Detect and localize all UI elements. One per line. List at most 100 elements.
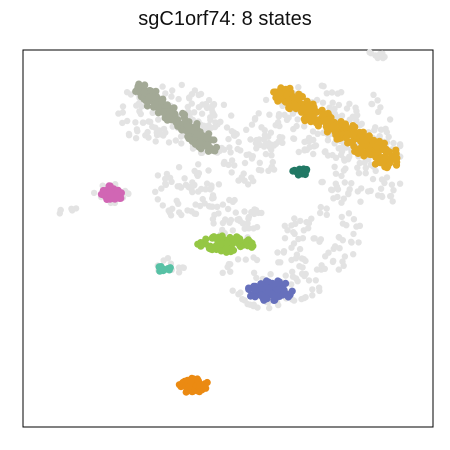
background-cell-point — [323, 211, 330, 218]
background-cell-point — [207, 116, 214, 124]
background-cell-point — [308, 215, 315, 222]
background-cell-point — [275, 113, 282, 120]
background-cell-point — [300, 227, 307, 234]
state-point — [245, 284, 253, 292]
background-cell-point — [337, 151, 345, 159]
state-point — [149, 93, 157, 102]
background-cell-point — [370, 91, 377, 99]
background-cell-point — [258, 167, 265, 174]
background-cell-point — [297, 217, 304, 225]
background-cell-point — [364, 188, 372, 195]
state-point — [324, 109, 332, 117]
background-cell-point — [227, 216, 235, 224]
background-cell-point — [229, 198, 237, 205]
background-cell-point — [316, 287, 323, 295]
background-cell-point — [310, 150, 317, 158]
state-point — [192, 123, 200, 131]
background-cell-point — [149, 123, 156, 130]
background-cell-point — [205, 167, 212, 174]
background-cell-point — [208, 182, 215, 189]
background-cell-point — [144, 128, 151, 136]
background-cell-point — [381, 179, 388, 187]
state-point — [251, 282, 259, 290]
background-cell-point — [159, 202, 166, 209]
background-cell-point — [195, 161, 202, 168]
background-cell-point — [266, 111, 273, 118]
state-point — [299, 104, 307, 112]
background-cell-point — [253, 256, 261, 264]
state-point — [140, 88, 148, 96]
background-cell-point — [356, 159, 363, 167]
background-cell-point — [224, 205, 232, 213]
background-cell-point — [228, 112, 235, 119]
background-cell-point — [214, 203, 221, 210]
background-cell-point — [153, 129, 160, 136]
background-cell-point — [310, 235, 317, 242]
state-point — [203, 378, 211, 387]
background-cell-point — [241, 208, 248, 215]
state-point — [294, 171, 302, 179]
background-cell-point — [332, 180, 339, 187]
background-cell-point — [207, 203, 214, 210]
background-cell-point — [345, 189, 352, 197]
background-cell-point — [352, 104, 359, 111]
background-cell-point — [125, 130, 133, 138]
background-cell-point — [267, 129, 275, 136]
background-cell-point — [325, 249, 332, 256]
background-cell-point — [310, 136, 317, 144]
background-cell-point — [372, 52, 379, 59]
state-point — [274, 286, 282, 294]
background-cell-point — [227, 268, 234, 275]
background-cell-point — [175, 164, 183, 171]
background-cell-point — [294, 116, 301, 123]
state-point — [163, 101, 171, 109]
background-cell-point — [132, 135, 140, 142]
background-cell-point — [305, 277, 313, 284]
state-point — [141, 81, 149, 89]
background-cell-point — [220, 101, 228, 109]
background-cell-point — [119, 109, 127, 116]
background-cell-point — [372, 167, 379, 175]
state-point — [179, 109, 187, 117]
background-cell-point — [215, 181, 223, 188]
background-cell-point — [319, 178, 326, 186]
background-cell-point — [199, 101, 206, 108]
state-point — [222, 245, 230, 253]
background-cell-point — [390, 187, 397, 194]
background-cell-point — [383, 174, 391, 181]
background-cell-point — [242, 256, 249, 263]
background-cell-point — [350, 216, 358, 223]
background-cell-point — [178, 211, 185, 219]
background-cell-point — [243, 126, 250, 133]
background-cell-point — [301, 147, 308, 154]
background-cell-point — [195, 188, 202, 195]
background-cell-point — [318, 82, 325, 89]
state-point — [320, 116, 328, 125]
background-cell-point — [229, 227, 236, 234]
background-cell-point — [336, 234, 343, 241]
background-cell-point — [341, 157, 348, 164]
background-cell-point — [167, 212, 175, 219]
background-cell-point — [321, 148, 328, 156]
background-cell-point — [282, 272, 289, 279]
background-cell-point — [316, 209, 324, 217]
background-cell-point — [288, 256, 295, 264]
background-cell-point — [261, 127, 268, 134]
background-cell-point — [314, 130, 321, 137]
background-cell-point — [389, 198, 396, 205]
state-point — [210, 136, 218, 144]
background-cell-point — [192, 210, 200, 217]
background-cell-point — [328, 186, 335, 193]
background-cell-point — [348, 239, 355, 246]
background-cell-point — [230, 132, 238, 139]
background-cell-point — [133, 126, 141, 133]
background-cell-point — [176, 183, 183, 190]
background-cell-point — [292, 220, 299, 227]
background-cell-point — [260, 143, 268, 150]
background-cell-point — [358, 185, 365, 192]
background-cell-point — [254, 304, 261, 311]
state-point — [384, 147, 392, 155]
state-point — [291, 101, 299, 109]
state-point — [282, 279, 290, 287]
